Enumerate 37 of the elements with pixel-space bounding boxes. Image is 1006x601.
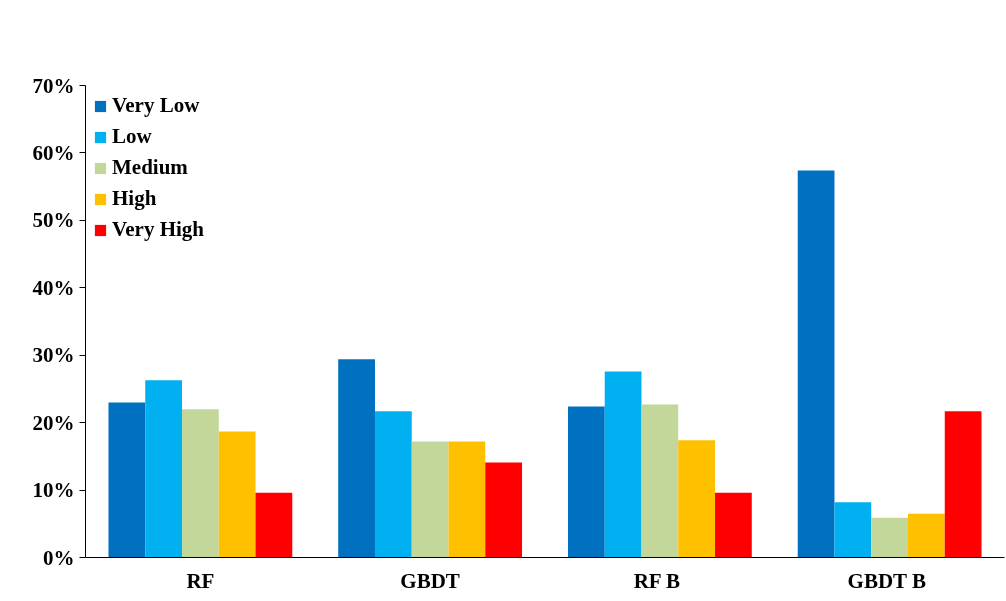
bar [485, 462, 523, 558]
y-tick-label: 40% [32, 275, 75, 300]
bar [678, 440, 716, 558]
bar [871, 517, 909, 558]
x-tick-label: GBDT B [847, 568, 927, 593]
bar [567, 406, 605, 558]
bar [255, 492, 293, 558]
legend-label: Medium [112, 155, 188, 180]
y-tick-label: 10% [32, 478, 75, 503]
legend-label: High [112, 186, 157, 211]
bar [908, 513, 945, 558]
x-tick-label: RF B [633, 568, 681, 593]
bar [411, 441, 449, 558]
x-tick-label: RF [186, 568, 215, 593]
y-tick-label: 70% [32, 73, 75, 98]
legend-label: Low [112, 124, 152, 149]
bar [108, 402, 146, 558]
bar [641, 404, 679, 558]
y-tick-label: 0% [43, 545, 75, 570]
bar [604, 371, 642, 558]
y-tick-label: 50% [32, 208, 75, 233]
y-tick-label: 20% [32, 410, 75, 435]
bar [218, 431, 256, 558]
x-tick-label: GBDT [400, 568, 460, 593]
legend-label: Very High [112, 217, 204, 242]
bar [834, 502, 872, 558]
bar [715, 492, 752, 558]
bar [374, 411, 412, 558]
bar [797, 170, 835, 558]
bar [944, 411, 982, 558]
bar [448, 441, 486, 558]
bar [181, 409, 219, 558]
legend-label: Very Low [112, 93, 200, 118]
bar [338, 359, 375, 558]
y-tick-label: 60% [32, 140, 75, 165]
bar [145, 380, 182, 558]
y-tick-label: 30% [32, 343, 75, 368]
